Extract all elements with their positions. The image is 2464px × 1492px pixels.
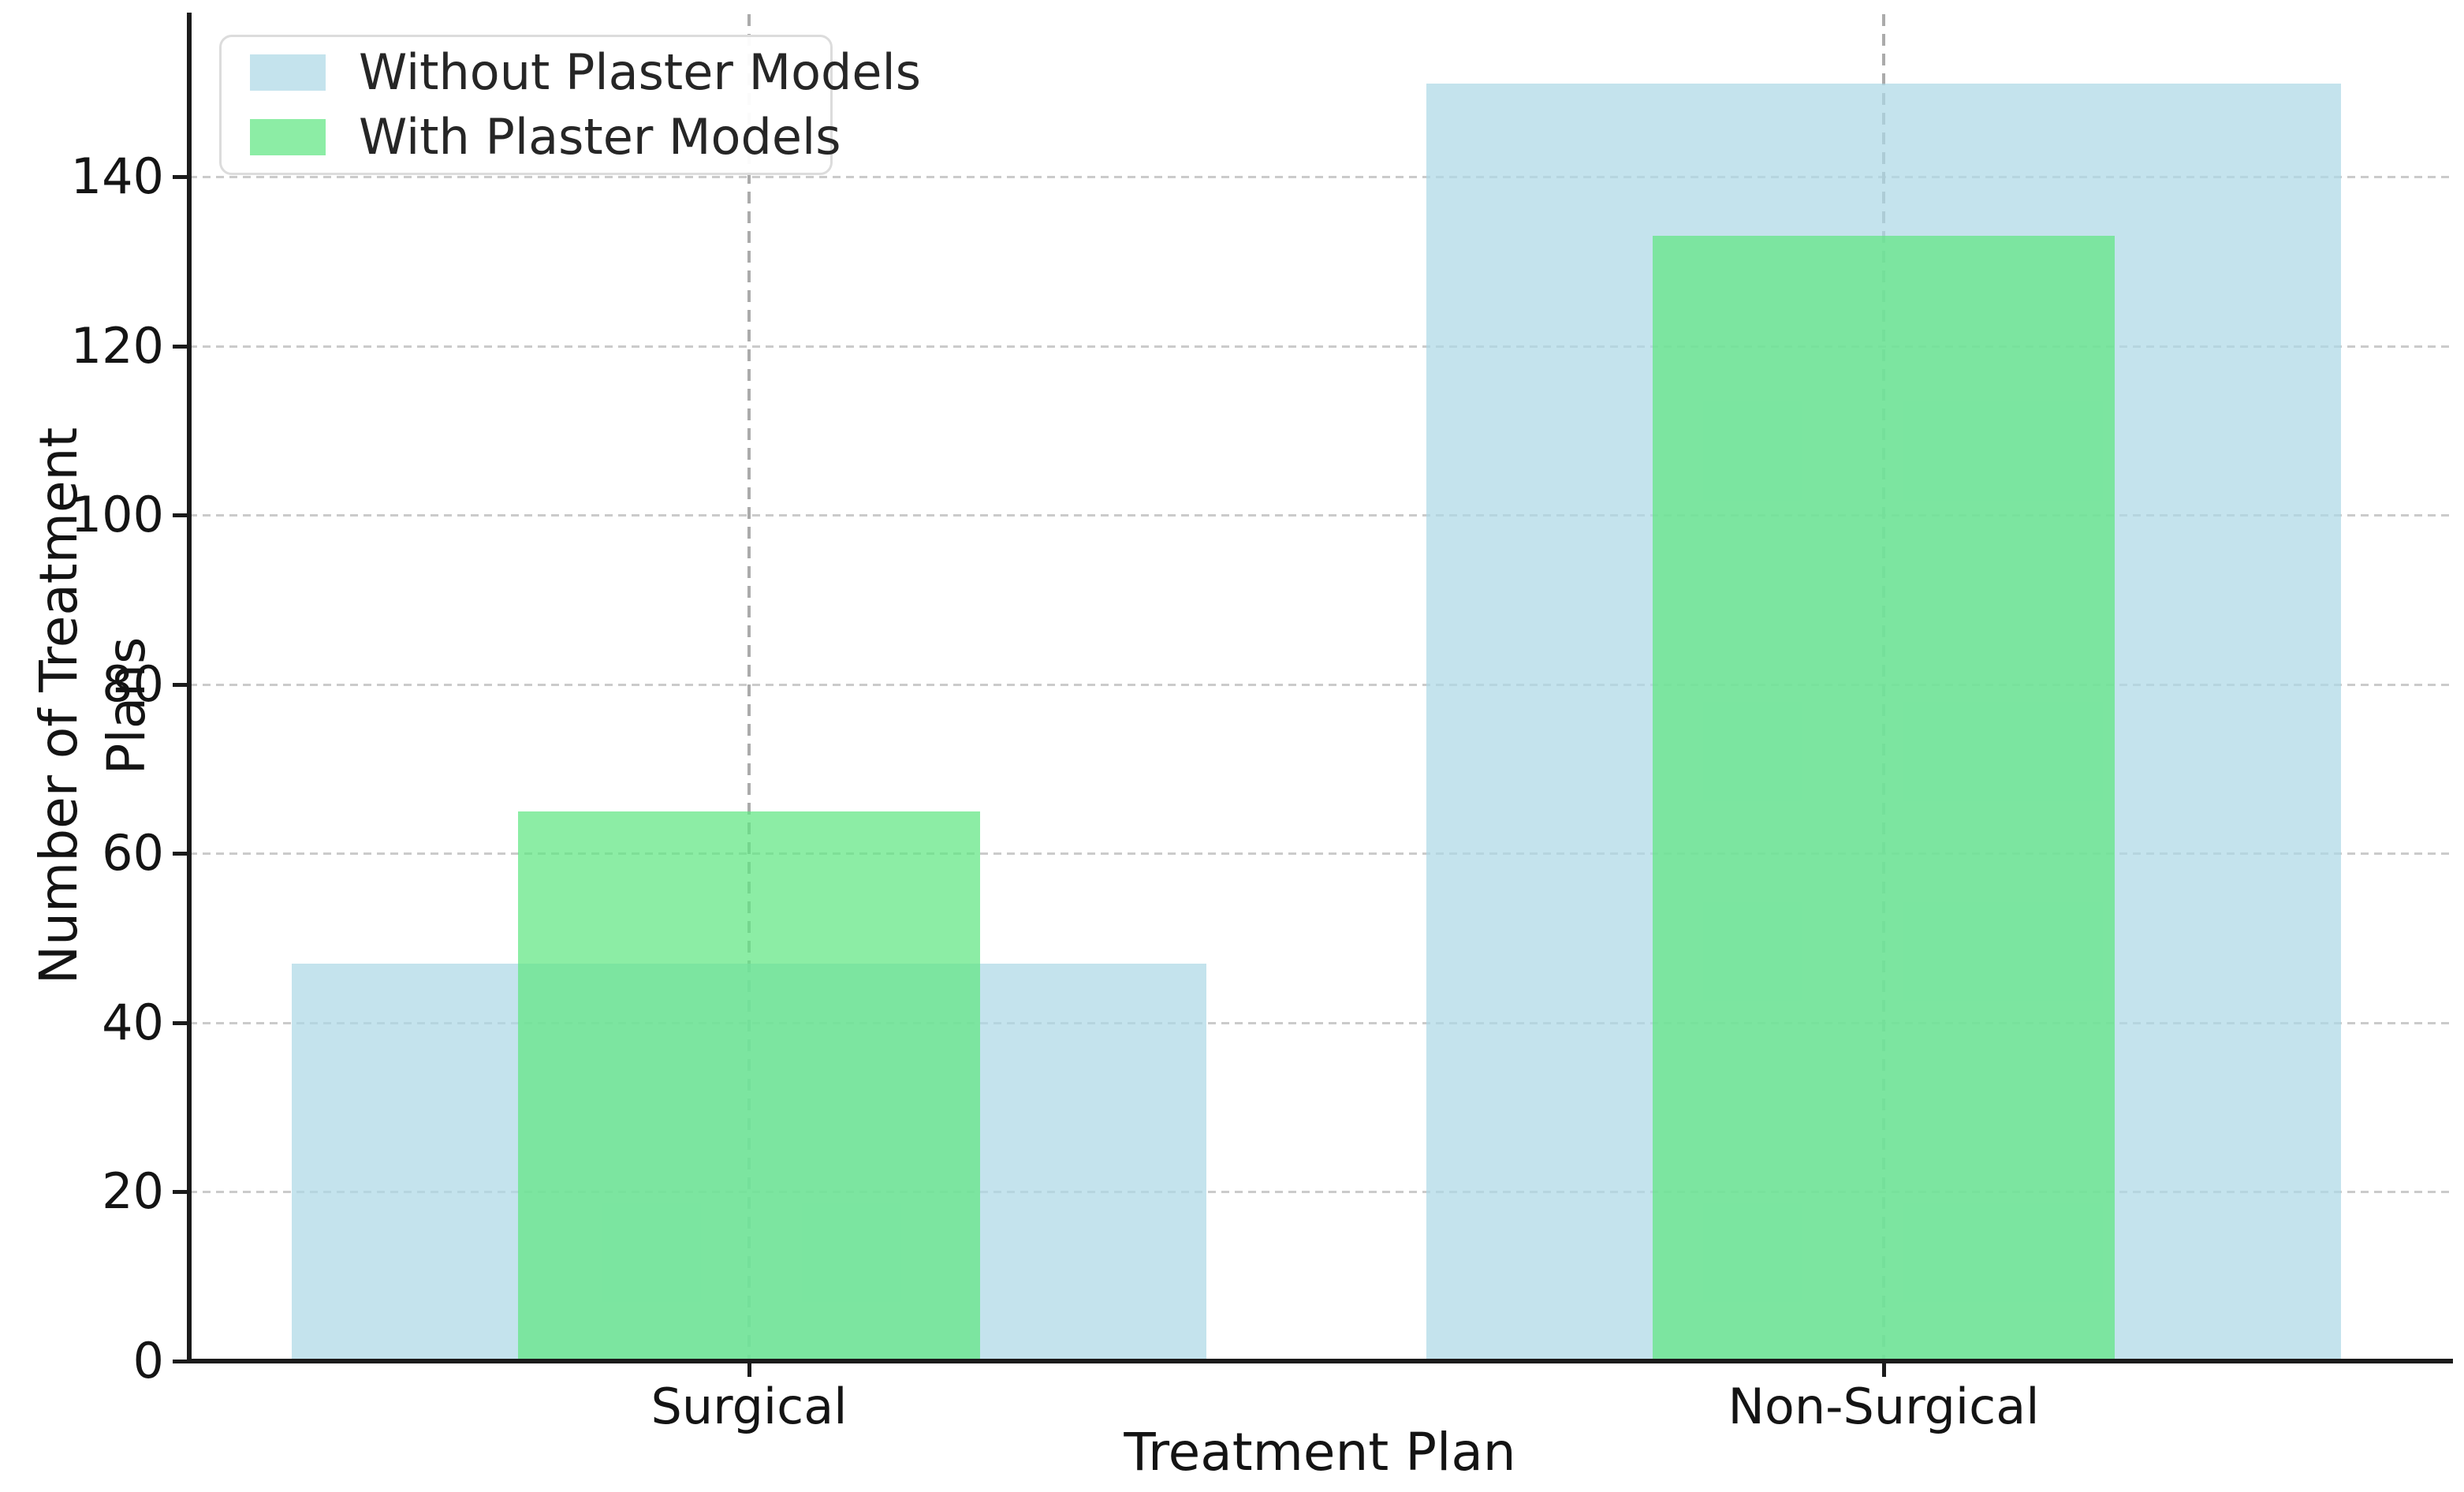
legend-item: Without Plaster Models [250, 48, 921, 97]
x-tick-label: Surgical [650, 1378, 848, 1435]
plot-area: Without Plaster Models With Plaster Model… [189, 14, 2451, 1361]
x-tick-mark [747, 1363, 751, 1377]
y-tick-mark [173, 344, 188, 349]
h-gridline [189, 1021, 2451, 1024]
legend-items: Without Plaster Models With Plaster Model… [250, 48, 921, 162]
legend-swatch [250, 119, 326, 155]
legend-swatch [250, 54, 326, 91]
y-tick-mark [173, 1360, 188, 1363]
h-gridline [189, 345, 2451, 348]
h-gridline [189, 514, 2451, 517]
x-tick-label: Non-Surgical [1728, 1378, 2040, 1435]
v-gridline [747, 14, 751, 1361]
h-gridline [189, 175, 2451, 178]
y-tick-label: 20 [102, 1162, 164, 1221]
y-axis-title: Number of Treatment Plans [28, 427, 157, 985]
x-axis-title: Treatment Plan [1124, 1422, 1516, 1483]
y-tick-label: 120 [70, 316, 164, 375]
y-tick-mark [173, 1020, 188, 1025]
y-tick-label: 80 [102, 655, 164, 713]
y-tick-mark [173, 852, 188, 856]
h-gridline [189, 1191, 2451, 1194]
h-gridline [189, 683, 2451, 686]
legend-label: With Plaster Models [359, 108, 841, 166]
y-tick-label: 140 [70, 147, 164, 205]
y-tick-label: 100 [70, 486, 164, 544]
bar-with-plaster-models-non-surgical [1653, 236, 2115, 1361]
y-tick-label: 60 [102, 824, 164, 882]
y-tick-mark [173, 682, 188, 687]
bar-with-plaster-models-surgical [518, 811, 980, 1361]
y-tick-mark [173, 174, 188, 179]
y-tick-label: 40 [102, 993, 164, 1051]
legend-label: Without Plaster Models [359, 43, 922, 101]
y-tick-mark [173, 1190, 188, 1195]
x-axis-spine [187, 1359, 2453, 1363]
y-tick-mark [173, 513, 188, 518]
y-axis-spine [187, 13, 192, 1363]
h-gridline [189, 852, 2451, 856]
legend: Without Plaster Models With Plaster Model… [219, 35, 921, 175]
legend-item: With Plaster Models [250, 113, 841, 162]
y-tick-label: 0 [132, 1332, 164, 1389]
x-tick-mark [1882, 1363, 1886, 1377]
